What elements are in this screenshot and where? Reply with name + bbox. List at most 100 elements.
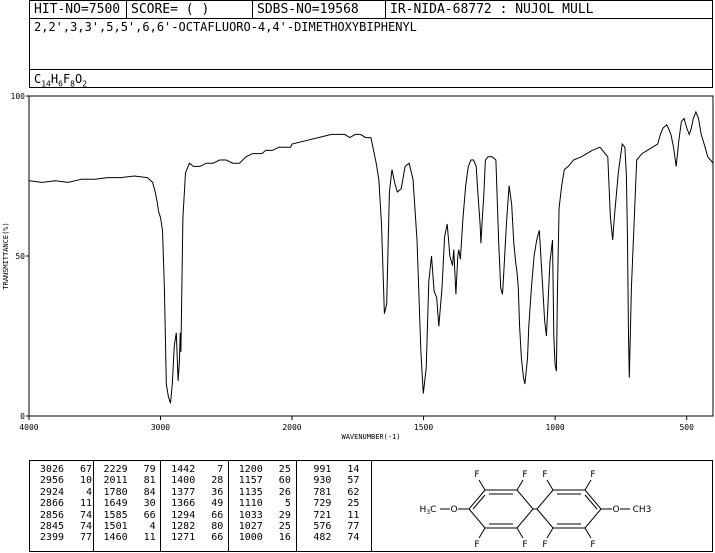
f-atom: F — [590, 470, 595, 480]
peak-transmittance: 10 — [79, 475, 92, 487]
peak-transmittance: 74 — [79, 509, 92, 521]
peak-transmittance: 66 — [143, 509, 156, 521]
peak-wavenumber: 781 — [313, 486, 332, 498]
x-tick-label: 1500 — [414, 423, 433, 432]
peak-wavenumber: 930 — [313, 475, 332, 487]
peak-wavenumber: 2924 — [39, 486, 64, 498]
y-axis-ticks: 0 50 100 — [11, 92, 29, 421]
peak-transmittance: 25 — [278, 464, 291, 475]
ir-code: IR-NIDA-68772 : NUJOL MULL — [390, 2, 594, 17]
peak-transmittance: 77 — [79, 532, 92, 544]
y-tick-label: 0 — [20, 412, 25, 421]
peak-wavenumber: 2956 — [39, 475, 64, 487]
peak-row: 1033 29 — [233, 510, 297, 521]
hit-number: HIT-NO=7500 — [30, 1, 127, 18]
methyl-left: H3C — [420, 505, 437, 516]
peak-transmittance: 29 — [278, 509, 291, 521]
methyl-right: CH3 — [633, 505, 652, 515]
spectrum-line — [28, 110, 714, 404]
peak-row: 576 77 — [301, 521, 371, 532]
peak-wavenumber: 1649 — [103, 498, 128, 510]
peak-wavenumber: 729 — [313, 498, 332, 510]
peak-row: 1110 5 — [233, 498, 297, 509]
peak-wavenumber: 1033 — [238, 509, 263, 521]
peak-row: 1271 66 — [165, 532, 228, 543]
peak-row: 1294 66 — [165, 510, 228, 521]
peak-wavenumber: 1460 — [103, 532, 128, 544]
x-tick-label: 2000 — [282, 423, 301, 432]
peak-row: 1027 25 — [233, 521, 297, 532]
peak-row: 930 57 — [301, 475, 371, 486]
x-axis-ticks: 4000 3000 2000 1500 1000 500 — [19, 416, 694, 432]
peak-row: 1460 11 — [98, 532, 161, 543]
peak-row: 1585 66 — [98, 510, 161, 521]
peak-row: 729 25 — [301, 498, 371, 509]
o-atom: O — [612, 505, 619, 515]
peak-row: 1282 80 — [165, 521, 228, 532]
peak-column: 991 14 930 57 781 62 729 25 721 11 576 77 482 74 — [297, 461, 371, 551]
peak-wavenumber: 1294 — [171, 509, 196, 521]
peak-row: 721 11 — [301, 510, 371, 521]
peak-transmittance: 4 — [149, 521, 156, 533]
peak-row: 991 14 — [301, 464, 371, 475]
y-tick-label: 100 — [11, 92, 26, 101]
f-atom: F — [590, 540, 595, 550]
x-axis-label: WAVENUMBER(-1) — [341, 433, 400, 441]
peak-table: 3026 67 2956 10 2924 4 2866 11 2856 74 2845 74 2399 7… — [29, 460, 372, 552]
peak-wavenumber: 2399 — [39, 532, 64, 544]
peak-wavenumber: 991 — [313, 464, 332, 475]
peak-wavenumber: 721 — [313, 509, 332, 521]
structure-panel: F F F F F F F F O O CH3 H3C — [372, 460, 713, 552]
peak-row: 2011 81 — [98, 475, 161, 486]
sdbs-number: SDBS-NO=19568 — [253, 1, 386, 18]
peak-row: 1649 30 — [98, 498, 161, 509]
peak-wavenumber: 482 — [313, 532, 332, 544]
f-atom: F — [474, 540, 479, 550]
peak-wavenumber: 2011 — [103, 475, 128, 487]
peak-transmittance: 49 — [211, 498, 224, 510]
peak-wavenumber: 1135 — [238, 486, 263, 498]
peak-row: 2924 4 — [34, 487, 93, 498]
peak-transmittance: 7 — [217, 464, 224, 475]
peak-transmittance: 11 — [347, 509, 360, 521]
f-atom: F — [542, 470, 547, 480]
peak-row: 1501 4 — [98, 521, 161, 532]
peak-wavenumber: 1271 — [171, 532, 196, 544]
peak-column: 1200 25 1157 60 1135 26 1110 5 1033 29 1027 25 1000 1… — [229, 461, 298, 551]
peak-wavenumber: 2845 — [39, 521, 64, 533]
f-atom: F — [522, 540, 527, 550]
peak-row: 1400 28 — [165, 475, 228, 486]
peak-wavenumber: 1200 — [238, 464, 263, 475]
x-tick-label: 1000 — [545, 423, 564, 432]
peak-row: 1780 84 — [98, 487, 161, 498]
peak-row: 1200 25 — [233, 464, 297, 475]
f-atom: F — [522, 470, 527, 480]
peak-transmittance: 66 — [211, 532, 224, 544]
peak-wavenumber: 1366 — [171, 498, 196, 510]
peak-wavenumber: 3026 — [39, 464, 64, 475]
plot-frame — [28, 95, 714, 417]
peak-row: 2845 74 — [34, 521, 93, 532]
f-atom: F — [542, 540, 547, 550]
peak-wavenumber: 576 — [313, 521, 332, 533]
peak-wavenumber: 1282 — [171, 521, 196, 533]
x-tick-label: 4000 — [19, 423, 38, 432]
peak-row: 2866 11 — [34, 498, 93, 509]
peak-transmittance: 14 — [347, 464, 360, 475]
peak-row: 1000 16 — [233, 532, 297, 543]
x-tick-label: 3000 — [151, 423, 170, 432]
peak-column: 3026 67 2956 10 2924 4 2866 11 2856 74 2845 74 2399 7… — [30, 461, 94, 551]
peak-row: 2229 79 — [98, 464, 161, 475]
peak-row: 1377 36 — [165, 487, 228, 498]
peak-transmittance: 66 — [211, 509, 224, 521]
peak-transmittance: 16 — [278, 532, 291, 544]
peak-row: 2399 77 — [34, 532, 93, 543]
peak-transmittance: 74 — [347, 532, 360, 544]
peak-transmittance: 74 — [79, 521, 92, 533]
peak-wavenumber: 2856 — [39, 509, 64, 521]
x-tick-label: 500 — [679, 423, 694, 432]
spectrum-header: HIT-NO=7500 SCORE= ( ) SDBS-NO=19568 IR-… — [29, 0, 713, 88]
peak-transmittance: 84 — [143, 486, 156, 498]
peak-transmittance: 30 — [143, 498, 156, 510]
peak-row: 1442 7 — [165, 464, 228, 475]
